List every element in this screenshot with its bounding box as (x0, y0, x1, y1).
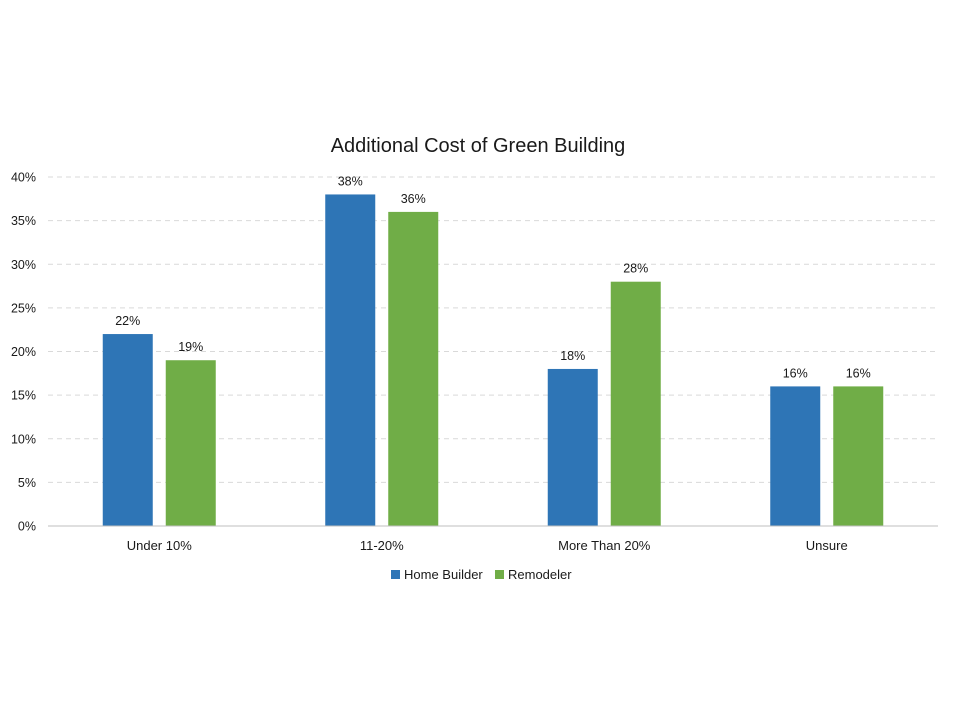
bar-home-builder (770, 386, 821, 526)
legend-label: Remodeler (508, 567, 572, 582)
bar-home-builder (547, 368, 598, 526)
legend-swatch (495, 570, 504, 579)
data-labels: 22% 19% 38% 36% 18% 28% 16% 16% (115, 174, 871, 380)
y-tick-label: 25% (11, 301, 36, 315)
chart-title: Additional Cost of Green Building (331, 135, 626, 157)
y-tick-label: 15% (11, 389, 36, 403)
data-label: 22% (115, 314, 140, 328)
x-category-label: More Than 20% (558, 538, 651, 553)
y-tick-label: 10% (11, 432, 36, 446)
y-tick-label: 20% (11, 345, 36, 359)
data-label: 16% (846, 366, 871, 380)
x-category-label: Under 10% (127, 538, 192, 553)
legend-label: Home Builder (404, 567, 483, 582)
legend: Home Builder Remodeler (391, 567, 572, 582)
bar-home-builder (325, 194, 376, 526)
y-tick-label: 5% (18, 476, 36, 490)
y-tick-label: 0% (18, 520, 36, 534)
data-label: 16% (783, 366, 808, 380)
legend-swatch (391, 570, 400, 579)
bar-remodeler (610, 281, 661, 526)
y-tick-label: 30% (11, 258, 36, 272)
x-category-label: 11-20% (360, 538, 404, 553)
data-label: 38% (338, 174, 363, 188)
bar-remodeler (388, 211, 439, 526)
data-label: 19% (178, 340, 203, 354)
x-category-label: Unsure (806, 538, 848, 553)
y-axis-tick-labels: 0% 5% 10% 15% 20% 25% 30% 35% 40% (11, 171, 36, 534)
y-tick-label: 35% (11, 214, 36, 228)
x-axis-category-labels: Under 10% 11-20% More Than 20% Unsure (127, 538, 848, 553)
y-tick-label: 40% (11, 171, 36, 185)
data-label: 28% (623, 262, 648, 276)
data-label: 36% (401, 192, 426, 206)
bar-remodeler (833, 386, 884, 526)
bar-remodeler (165, 360, 216, 526)
bars (102, 194, 884, 526)
bar-home-builder (102, 334, 153, 526)
data-label: 18% (560, 349, 585, 363)
